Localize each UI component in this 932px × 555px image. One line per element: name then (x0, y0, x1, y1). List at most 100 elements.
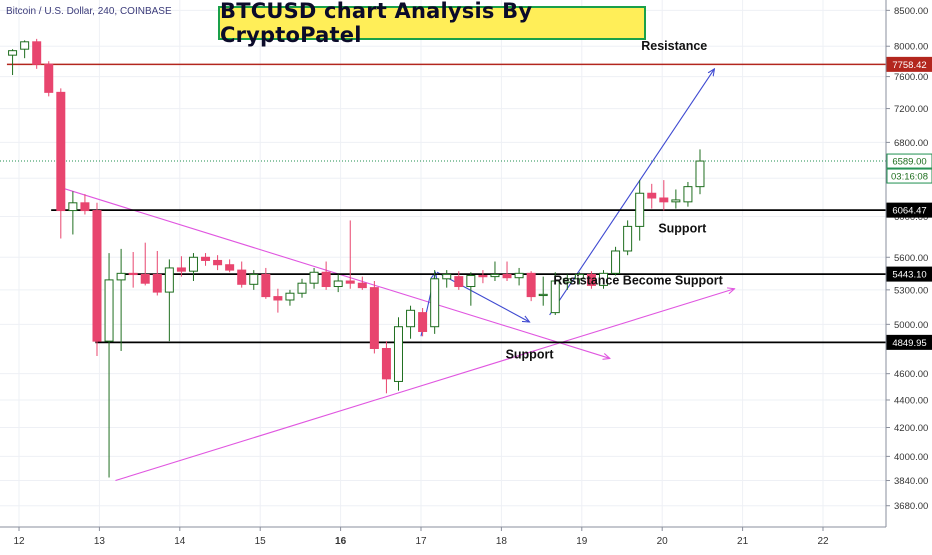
candle (490, 261, 500, 281)
candle-body (140, 273, 150, 284)
candle (514, 267, 524, 286)
candle-body (514, 272, 524, 279)
candle (176, 256, 186, 277)
candle (357, 276, 367, 290)
price-axis-tick-label: 3680.00 (894, 501, 928, 512)
candle-body (538, 293, 548, 297)
price-label: 6589.00 03:16:08 (886, 153, 932, 184)
candle (164, 259, 174, 342)
candle (430, 270, 440, 334)
price-label-text: 7758.42 (892, 60, 926, 71)
candle-body (201, 256, 211, 261)
candle-body (104, 279, 114, 342)
candle-body (164, 267, 174, 293)
symbol-label: Bitcoin / U.S. Dollar, 240, COINBASE (6, 6, 172, 17)
price-axis: 8500.008000.007600.007200.006800.006400.… (885, 0, 932, 550)
candle-body (237, 269, 247, 285)
price-label: 7758.42 (886, 56, 932, 72)
candles (8, 38, 705, 478)
candle-body (418, 312, 428, 332)
candle-body (659, 197, 669, 203)
candle-body (369, 287, 379, 349)
candle (261, 267, 271, 299)
candle-body (599, 272, 609, 286)
candle-body (321, 271, 331, 288)
candle (116, 248, 126, 351)
price-axis-tick-label: 8000.00 (894, 42, 928, 53)
candle-body (562, 278, 572, 283)
price-axis-tick-label: 4400.00 (894, 395, 928, 406)
annotation-label: Support (506, 347, 555, 361)
candle (297, 278, 307, 298)
candle (538, 276, 548, 306)
price-label-box (886, 153, 932, 169)
price-axis-tick-label: 3840.00 (894, 476, 928, 487)
price-label-box (886, 334, 932, 350)
candle (611, 246, 621, 276)
candle (478, 270, 488, 284)
candle (671, 189, 681, 209)
time-axis-tick-label: 12 (13, 536, 25, 547)
price-axis-tick-label: 4600.00 (894, 369, 928, 380)
candle-body (345, 280, 355, 284)
time-axis-tick-label: 16 (335, 536, 347, 547)
candle (213, 255, 223, 271)
candle (393, 317, 403, 391)
candle (586, 271, 596, 289)
time-axis-tick-label: 17 (415, 536, 427, 547)
candle-body (261, 273, 271, 298)
triangle-upper-line (60, 187, 610, 359)
candle (201, 253, 211, 266)
candle (659, 180, 669, 211)
candle (104, 253, 114, 478)
time-axis: 12 13 14 15 16 17 18 19 20 21 22 (0, 526, 886, 547)
candle-body (32, 41, 42, 65)
candle-body (695, 160, 705, 188)
candle-body (80, 202, 90, 212)
price-label-box (886, 56, 932, 72)
candle (345, 220, 355, 289)
trendlines (60, 69, 735, 482)
candle-body (647, 192, 657, 199)
candle-body (683, 186, 693, 203)
candle (466, 272, 476, 306)
candle (406, 305, 416, 339)
candle (273, 288, 283, 313)
candle-body (56, 91, 66, 212)
candle-body (188, 256, 198, 272)
candle (20, 40, 30, 59)
candle (623, 220, 633, 256)
candle (92, 202, 102, 356)
candle-body (466, 275, 476, 288)
candle-body (623, 225, 633, 252)
time-axis-tick-label: 19 (576, 536, 588, 547)
candle (562, 274, 572, 290)
price-axis-tick-label: 7600.00 (894, 72, 928, 83)
countdown-box (886, 168, 932, 184)
candle-body (393, 326, 403, 382)
candle (32, 38, 42, 69)
price-label: 6064.47 (886, 202, 932, 218)
time-axis-tick-label: 18 (496, 536, 508, 547)
candle (333, 274, 343, 293)
annotations: Resistance Support Resistance Become Suppo… (506, 39, 724, 362)
candle-body (611, 250, 621, 274)
price-label-box (886, 202, 932, 218)
price-axis-tick-label: 4000.00 (894, 452, 928, 463)
candle-body (297, 282, 307, 294)
candle (599, 270, 609, 289)
time-axis-tick-label: 13 (94, 536, 106, 547)
candle (550, 272, 560, 315)
price-label: 5443.10 (886, 266, 932, 282)
candle (152, 250, 162, 296)
price-axis-tick-label: 5300.00 (894, 285, 928, 296)
price-axis-tick-label: 5000.00 (894, 320, 928, 331)
chart-title-banner: BTCUSD chart Analysis By CryptoPatel (218, 0, 646, 47)
candle (526, 271, 536, 302)
candle-body (309, 271, 319, 284)
candle (321, 261, 331, 290)
candle-body (68, 202, 78, 212)
zigzag-down-line (436, 271, 529, 322)
candle-body (213, 259, 223, 266)
